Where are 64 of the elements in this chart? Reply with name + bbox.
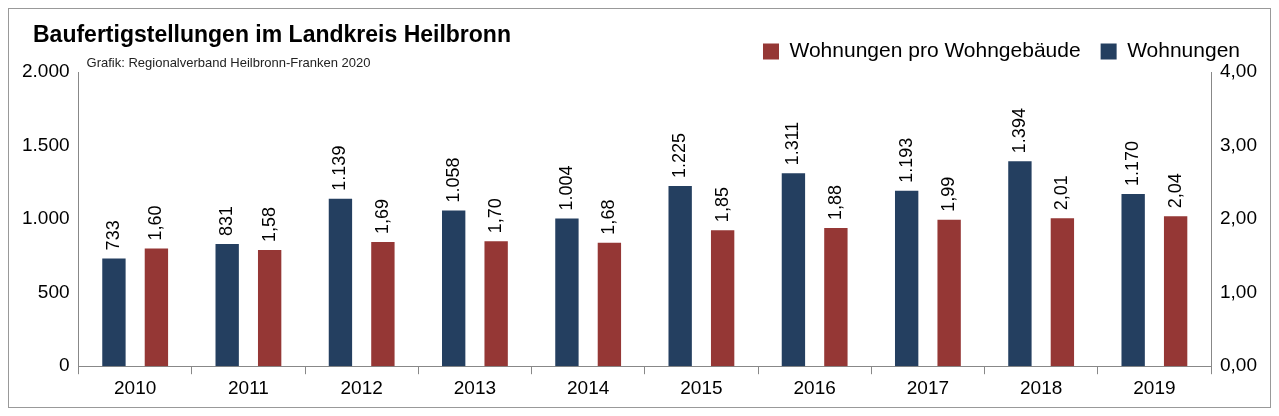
data-label: 733 — [102, 220, 123, 251]
data-label: 1.193 — [895, 137, 916, 183]
data-label: 1.170 — [1122, 141, 1143, 187]
x-tick-label: 2016 — [793, 376, 836, 398]
bar — [555, 218, 579, 367]
x-tick-label: 2012 — [340, 376, 383, 398]
data-label: 1,99 — [938, 176, 959, 212]
bar — [328, 198, 353, 367]
data-label: 1,88 — [824, 184, 845, 220]
bar — [668, 186, 692, 367]
x-tick-label: 2010 — [114, 376, 157, 398]
y-tick-label: 1.500 — [22, 133, 70, 155]
bar — [1163, 216, 1188, 367]
x-tick-label: 2017 — [906, 376, 950, 398]
bar — [781, 173, 806, 367]
data-label: 1,58 — [258, 206, 279, 242]
y2-tick-label: 1,00 — [1220, 280, 1257, 302]
data-label: 1.004 — [555, 165, 576, 211]
data-label: 1.139 — [329, 145, 350, 191]
data-label: 1,60 — [145, 205, 166, 241]
y-tick-label: 2.000 — [22, 60, 70, 82]
x-tick-label: 2019 — [1133, 376, 1176, 398]
bar — [1050, 218, 1075, 367]
x-tick-label: 2011 — [227, 376, 269, 398]
bar — [824, 227, 848, 367]
bar — [257, 249, 282, 367]
data-label: 1,69 — [371, 198, 392, 234]
y2-tick-label: 2,00 — [1220, 207, 1257, 229]
data-label: 2,04 — [1164, 173, 1185, 209]
legend-label: Wohnungen pro Wohngebäude — [789, 38, 1081, 62]
bar — [144, 248, 169, 367]
bar — [1008, 161, 1032, 367]
bar — [1121, 194, 1145, 367]
data-label: 1.311 — [782, 121, 803, 166]
y2-tick-label: 3,00 — [1220, 133, 1257, 155]
x-tick-label: 2014 — [567, 376, 610, 398]
y-tick-label: 500 — [37, 280, 70, 302]
bar — [442, 210, 466, 367]
y-tick-label: 0 — [58, 354, 70, 376]
data-label: 1,70 — [485, 198, 506, 234]
bar — [894, 190, 919, 367]
data-label: 1.394 — [1008, 108, 1029, 154]
x-tick-label: 2013 — [453, 376, 497, 398]
x-tick-label: 2018 — [1020, 376, 1063, 398]
x-tick-label: 2015 — [680, 376, 723, 398]
bar — [710, 230, 735, 367]
data-label: 1,85 — [711, 187, 732, 223]
y2-tick-label: 4,00 — [1220, 60, 1257, 82]
y2-tick-label: 0,00 — [1220, 354, 1257, 376]
legend-label: Wohnungen — [1127, 38, 1240, 62]
bar — [102, 258, 126, 367]
data-label: 1.225 — [669, 132, 690, 178]
bar — [597, 242, 622, 367]
bar — [371, 241, 395, 367]
data-label: 831 — [216, 205, 237, 236]
data-label: 1.058 — [442, 157, 463, 203]
bar — [484, 241, 508, 367]
bar — [937, 219, 961, 367]
data-label: 2,01 — [1051, 175, 1072, 211]
data-label: 1,68 — [598, 199, 619, 235]
bar — [215, 243, 239, 367]
chart-title: Baufertigstellungen im Landkreis Heilbronn — [33, 21, 511, 48]
y-tick-label: 1.000 — [22, 207, 70, 229]
text: Grafik: Regionalverband Heilbronn-Franken 2020 — [86, 55, 371, 71]
